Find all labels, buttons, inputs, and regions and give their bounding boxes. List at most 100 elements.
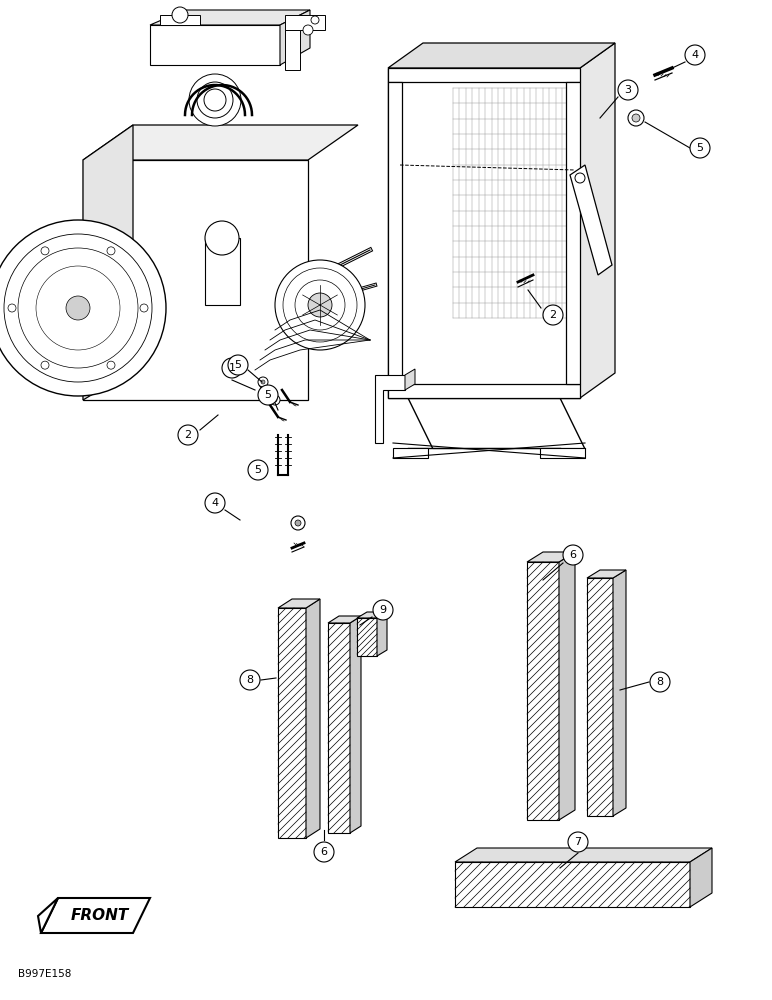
Polygon shape	[41, 898, 150, 933]
Text: 9: 9	[379, 605, 387, 615]
Circle shape	[140, 304, 148, 312]
Text: 5: 5	[235, 360, 242, 370]
Text: 4: 4	[692, 50, 699, 60]
Polygon shape	[690, 848, 712, 907]
Circle shape	[543, 305, 563, 325]
Text: 5: 5	[696, 143, 703, 153]
Circle shape	[178, 425, 198, 445]
Circle shape	[563, 545, 583, 565]
Circle shape	[248, 460, 268, 480]
Circle shape	[8, 304, 16, 312]
Polygon shape	[613, 570, 626, 816]
Circle shape	[690, 138, 710, 158]
Polygon shape	[205, 238, 240, 305]
Polygon shape	[83, 160, 308, 400]
Polygon shape	[285, 15, 325, 30]
Polygon shape	[388, 68, 580, 398]
Circle shape	[291, 516, 305, 530]
Polygon shape	[580, 43, 615, 398]
Circle shape	[205, 221, 239, 255]
Text: 2: 2	[185, 430, 191, 440]
Circle shape	[240, 670, 260, 690]
Polygon shape	[570, 165, 612, 275]
Polygon shape	[357, 618, 377, 656]
Circle shape	[107, 247, 115, 255]
Circle shape	[258, 377, 268, 387]
Circle shape	[261, 380, 265, 384]
Circle shape	[618, 80, 638, 100]
Polygon shape	[350, 616, 361, 833]
Text: 5: 5	[255, 465, 262, 475]
Text: 5: 5	[265, 390, 272, 400]
Polygon shape	[527, 552, 575, 562]
Polygon shape	[38, 898, 58, 933]
Circle shape	[303, 25, 313, 35]
Circle shape	[258, 385, 278, 405]
Circle shape	[228, 355, 248, 375]
Polygon shape	[377, 612, 387, 656]
Circle shape	[650, 672, 670, 692]
Circle shape	[273, 398, 277, 402]
Circle shape	[311, 16, 319, 24]
Circle shape	[568, 832, 588, 852]
Polygon shape	[306, 599, 320, 838]
Text: 3: 3	[625, 85, 631, 95]
Polygon shape	[388, 82, 402, 384]
Circle shape	[172, 7, 188, 23]
Polygon shape	[357, 612, 387, 618]
Text: 6: 6	[570, 550, 577, 560]
Polygon shape	[278, 599, 320, 608]
Text: 7: 7	[574, 837, 581, 847]
Text: 2: 2	[550, 310, 557, 320]
Text: 4: 4	[212, 498, 218, 508]
Text: B997E158: B997E158	[18, 969, 71, 979]
Polygon shape	[388, 384, 580, 398]
Circle shape	[632, 114, 640, 122]
Circle shape	[0, 220, 166, 396]
Circle shape	[575, 173, 585, 183]
Polygon shape	[285, 30, 300, 70]
Polygon shape	[527, 562, 559, 820]
Circle shape	[373, 600, 393, 620]
Polygon shape	[375, 375, 405, 443]
Polygon shape	[587, 570, 626, 578]
Polygon shape	[540, 448, 585, 458]
Polygon shape	[587, 578, 613, 816]
Circle shape	[295, 520, 301, 526]
Text: 6: 6	[320, 847, 327, 857]
Polygon shape	[405, 369, 415, 390]
Polygon shape	[455, 848, 712, 862]
Polygon shape	[160, 15, 200, 25]
Polygon shape	[278, 608, 306, 838]
Polygon shape	[83, 125, 133, 400]
Circle shape	[41, 361, 49, 369]
Polygon shape	[150, 10, 310, 25]
Circle shape	[275, 260, 365, 350]
Polygon shape	[388, 43, 615, 68]
Polygon shape	[328, 616, 361, 623]
Circle shape	[308, 293, 332, 317]
Circle shape	[205, 493, 225, 513]
Circle shape	[66, 296, 90, 320]
Polygon shape	[388, 68, 580, 82]
Text: 8: 8	[246, 675, 253, 685]
Polygon shape	[455, 862, 690, 907]
Polygon shape	[150, 25, 280, 65]
Text: 1: 1	[229, 363, 235, 373]
Circle shape	[685, 45, 705, 65]
Circle shape	[41, 247, 49, 255]
Text: 8: 8	[656, 677, 664, 687]
Circle shape	[222, 358, 242, 378]
Polygon shape	[83, 125, 358, 160]
Polygon shape	[328, 623, 350, 833]
Text: FRONT: FRONT	[71, 908, 129, 922]
Polygon shape	[566, 82, 580, 384]
Polygon shape	[393, 448, 428, 458]
Circle shape	[189, 74, 241, 126]
Circle shape	[628, 110, 644, 126]
Polygon shape	[559, 552, 575, 820]
Circle shape	[107, 361, 115, 369]
Circle shape	[270, 395, 280, 405]
Circle shape	[314, 842, 334, 862]
Polygon shape	[280, 10, 310, 65]
